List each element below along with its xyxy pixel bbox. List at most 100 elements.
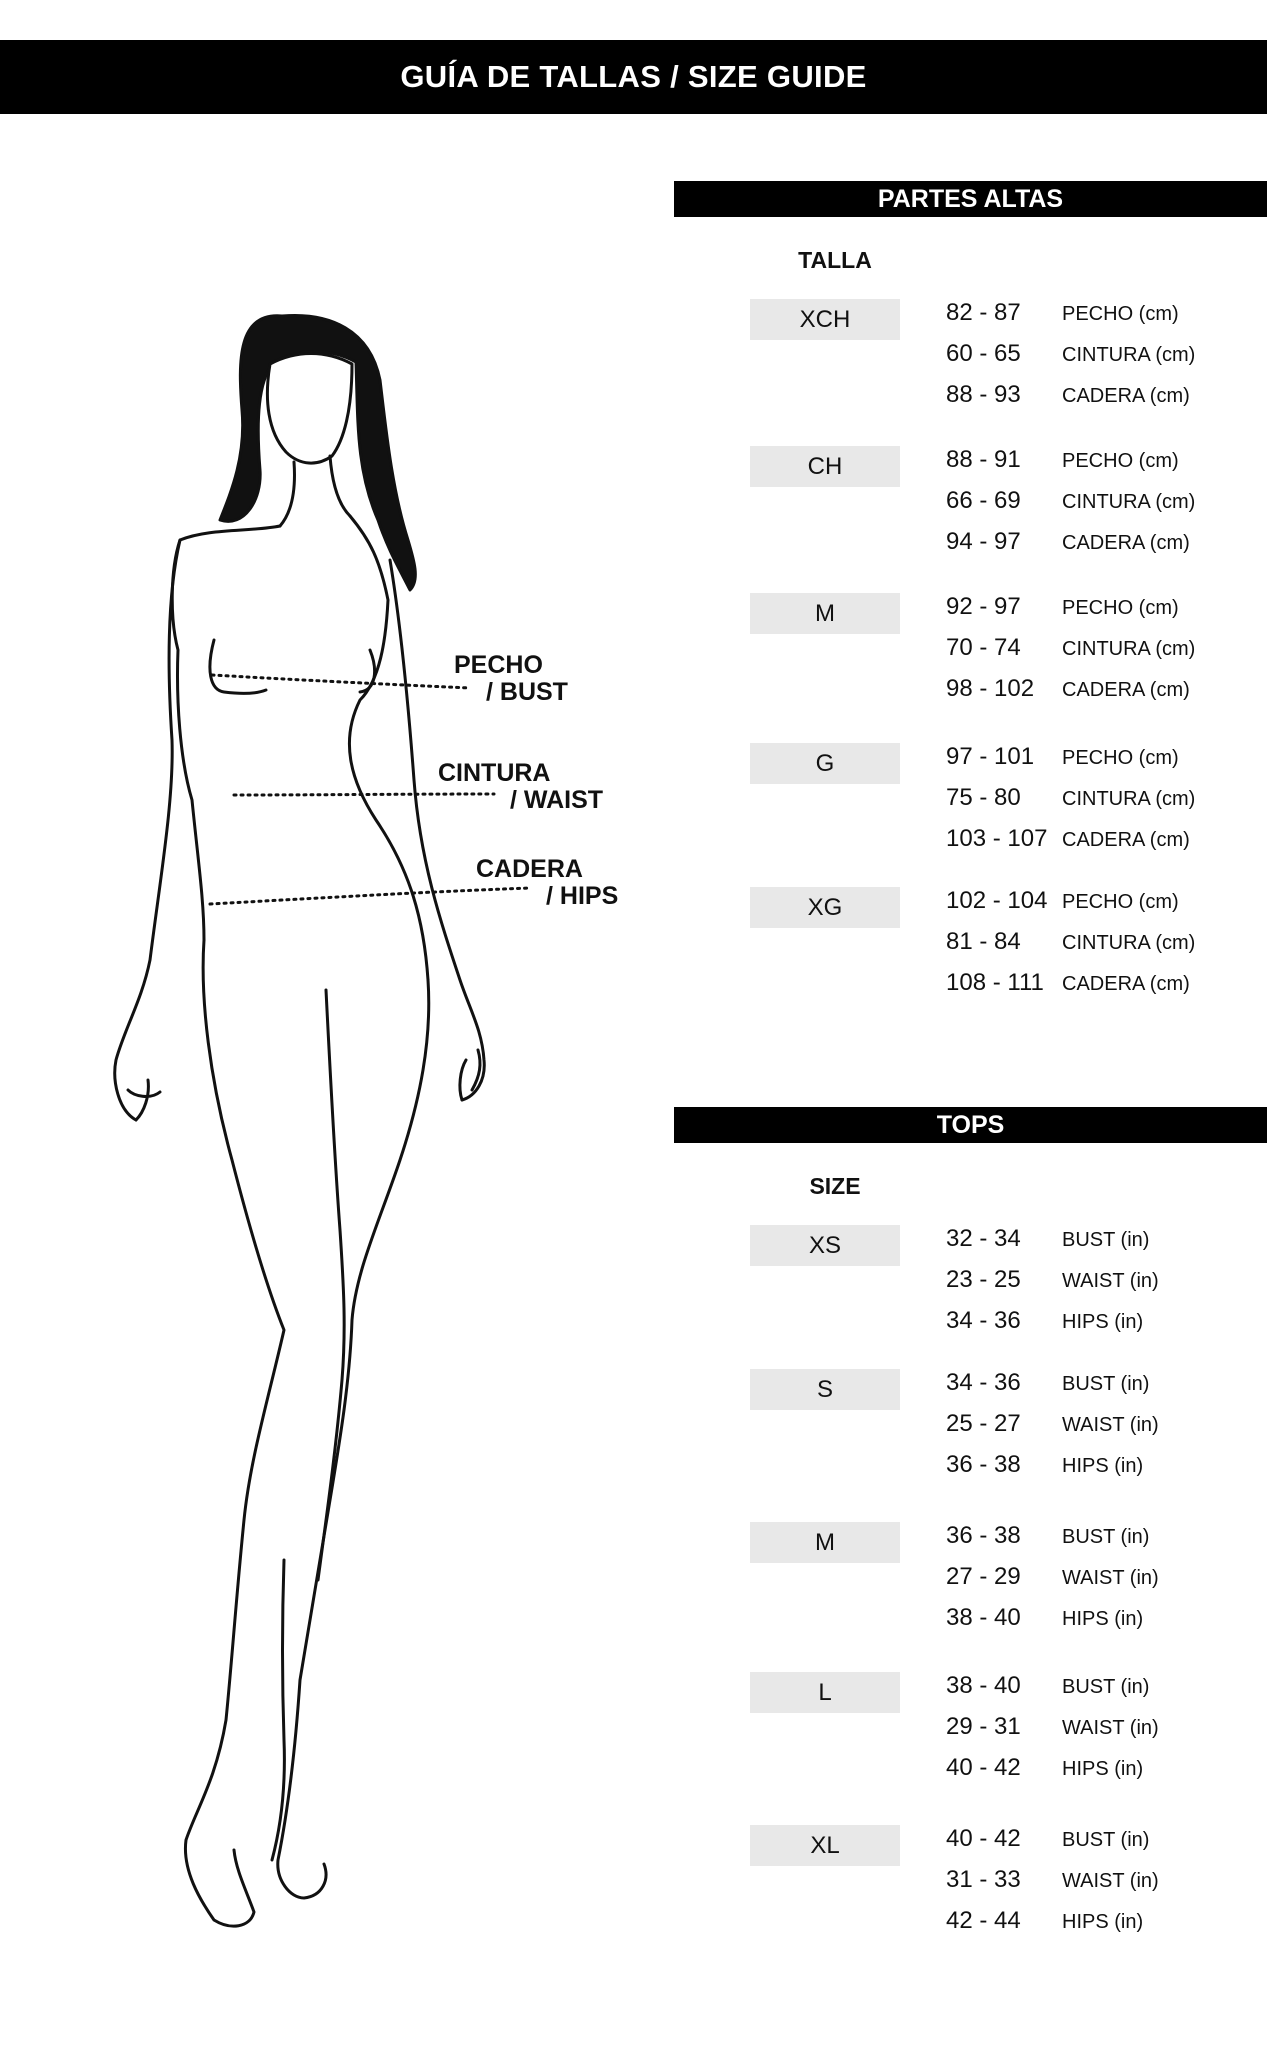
measure-name: HIPS (in) [1062, 1455, 1144, 1477]
measure-name: PECHO (cm) [1062, 597, 1179, 619]
measure-row: 31 - 33 WAIST (in) [946, 1866, 1159, 1896]
bust-label-es: PECHO [454, 651, 543, 679]
left-leg-outline [183, 938, 286, 1928]
measure-name: BUST (in) [1062, 1229, 1150, 1251]
size-block-ch: CH 88 - 91 PECHO (cm) 66 - 69 CINTURA (cm)… [674, 446, 1267, 568]
hips-label-en: / HIPS [546, 882, 619, 910]
measure-row: 36 - 38 HIPS (in) [946, 1451, 1143, 1481]
measure-name: PECHO (cm) [1062, 303, 1179, 325]
measure-value: 40 - 42 [946, 1754, 1021, 1781]
measure-row: 42 - 44 HIPS (in) [946, 1907, 1143, 1937]
measure-name: PECHO (cm) [1062, 891, 1179, 913]
measure-value: 88 - 91 [946, 446, 1021, 473]
waist-label-es: CINTURA [438, 759, 551, 787]
measure-row: 103 - 107 CADERA (cm) [946, 825, 1190, 855]
measure-name: CADERA (cm) [1062, 973, 1190, 995]
measure-name: CINTURA (cm) [1062, 491, 1196, 513]
measure-value: 31 - 33 [946, 1866, 1021, 1893]
measure-name: WAIST (in) [1062, 1414, 1159, 1436]
measure-name: CINTURA (cm) [1062, 344, 1196, 366]
bust-measure-line [210, 673, 472, 690]
measure-name: CADERA (cm) [1062, 679, 1190, 701]
waist-label-en: / WAIST [510, 786, 604, 814]
page-title: GUÍA DE TALLAS / SIZE GUIDE [400, 59, 867, 94]
measure-row: 75 - 80 CINTURA (cm) [946, 784, 1195, 814]
measure-value: 36 - 38 [946, 1451, 1021, 1478]
measure-value: 32 - 34 [946, 1225, 1021, 1252]
left-hand-outline [126, 1078, 162, 1122]
measure-row: 88 - 93 CADERA (cm) [946, 381, 1190, 411]
measure-value: 38 - 40 [946, 1672, 1021, 1699]
right-leg-outline [276, 978, 431, 1900]
measure-row: 102 - 104 PECHO (cm) [946, 887, 1179, 917]
measure-row: 92 - 97 PECHO (cm) [946, 593, 1179, 623]
size-badge: L [750, 1672, 900, 1713]
right-hand-outline [458, 1048, 482, 1102]
measure-value: 42 - 44 [946, 1907, 1021, 1934]
left-arm-outline [113, 538, 182, 1122]
measure-row: 25 - 27 WAIST (in) [946, 1410, 1159, 1440]
measure-row: 32 - 34 BUST (in) [946, 1225, 1149, 1255]
measure-value: 38 - 40 [946, 1604, 1021, 1631]
measure-row: 88 - 91 PECHO (cm) [946, 446, 1179, 476]
waist-measure-line [232, 792, 496, 797]
size-block-xl: XL 40 - 42 BUST (in) 31 - 33 WAIST (in) 42… [674, 1825, 1267, 1947]
hips-label-es: CADERA [476, 855, 583, 883]
measure-name: WAIST (in) [1062, 1717, 1159, 1739]
measure-row: 40 - 42 BUST (in) [946, 1825, 1149, 1855]
measure-name: PECHO (cm) [1062, 450, 1179, 472]
measure-value: 60 - 65 [946, 340, 1021, 367]
measure-value: 66 - 69 [946, 487, 1021, 514]
measure-row: 97 - 101 PECHO (cm) [946, 743, 1179, 773]
measure-row: 98 - 102 CADERA (cm) [946, 675, 1190, 705]
measure-name: HIPS (in) [1062, 1608, 1144, 1630]
measure-value: 40 - 42 [946, 1825, 1021, 1852]
measure-name: HIPS (in) [1062, 1911, 1144, 1933]
measure-row: 38 - 40 BUST (in) [946, 1672, 1149, 1702]
waist-label: CINTURA / WAIST [438, 760, 603, 814]
size-block-s: S 34 - 36 BUST (in) 25 - 27 WAIST (in) 36 … [674, 1369, 1267, 1491]
measure-name: WAIST (in) [1062, 1567, 1159, 1589]
measure-name: CADERA (cm) [1062, 385, 1190, 407]
measure-name: PECHO (cm) [1062, 747, 1179, 769]
measure-name: CINTURA (cm) [1062, 638, 1196, 660]
section-partes-altas: PARTES ALTAS TALLA XCH 82 - 87 PECHO (cm)… [674, 181, 1267, 1021]
size-badge: XCH [750, 299, 900, 340]
measure-row: 23 - 25 WAIST (in) [946, 1266, 1159, 1296]
measure-name: BUST (in) [1062, 1829, 1150, 1851]
measure-name: WAIST (in) [1062, 1870, 1159, 1892]
measure-name: CADERA (cm) [1062, 829, 1190, 851]
measure-name: BUST (in) [1062, 1676, 1150, 1698]
face-outline [265, 352, 354, 465]
measure-value: 36 - 38 [946, 1522, 1021, 1549]
size-badge: XL [750, 1825, 900, 1866]
measure-value: 94 - 97 [946, 528, 1021, 555]
neck-outline [278, 454, 352, 528]
hips-label: CADERA / HIPS [476, 856, 618, 910]
size-block-xs: XS 32 - 34 BUST (in) 23 - 25 WAIST (in) 34… [674, 1225, 1267, 1347]
size-block-g: G 97 - 101 PECHO (cm) 75 - 80 CINTURA (cm)… [674, 743, 1267, 865]
section-title: TOPS [674, 1107, 1267, 1143]
size-badge: CH [750, 446, 900, 487]
size-badge: XS [750, 1225, 900, 1266]
inner-leg-line-lower [270, 1558, 286, 1862]
size-badge: XG [750, 887, 900, 928]
size-badge: G [750, 743, 900, 784]
measure-name: BUST (in) [1062, 1526, 1150, 1548]
measure-row: 27 - 29 WAIST (in) [946, 1563, 1159, 1593]
measure-value: 25 - 27 [946, 1410, 1021, 1437]
measure-row: 81 - 84 CINTURA (cm) [946, 928, 1195, 958]
measure-name: CADERA (cm) [1062, 532, 1190, 554]
fashion-figure-illustration [113, 313, 532, 1928]
measure-value: 82 - 87 [946, 299, 1021, 326]
hair-shape [218, 313, 417, 592]
torso-outline [170, 514, 430, 982]
measure-row: 40 - 42 HIPS (in) [946, 1754, 1143, 1784]
column-label-size: SIZE [809, 1173, 861, 1199]
bust-label: PECHO / BUST [454, 652, 568, 706]
size-block-xch: XCH 82 - 87 PECHO (cm) 60 - 65 CINTURA (cm… [674, 299, 1267, 421]
measure-row: 70 - 74 CINTURA (cm) [946, 634, 1195, 664]
size-block-xg: XG 102 - 104 PECHO (cm) 81 - 84 CINTURA (c… [674, 887, 1267, 1009]
measure-value: 34 - 36 [946, 1307, 1021, 1334]
section-title: PARTES ALTAS [674, 181, 1267, 217]
